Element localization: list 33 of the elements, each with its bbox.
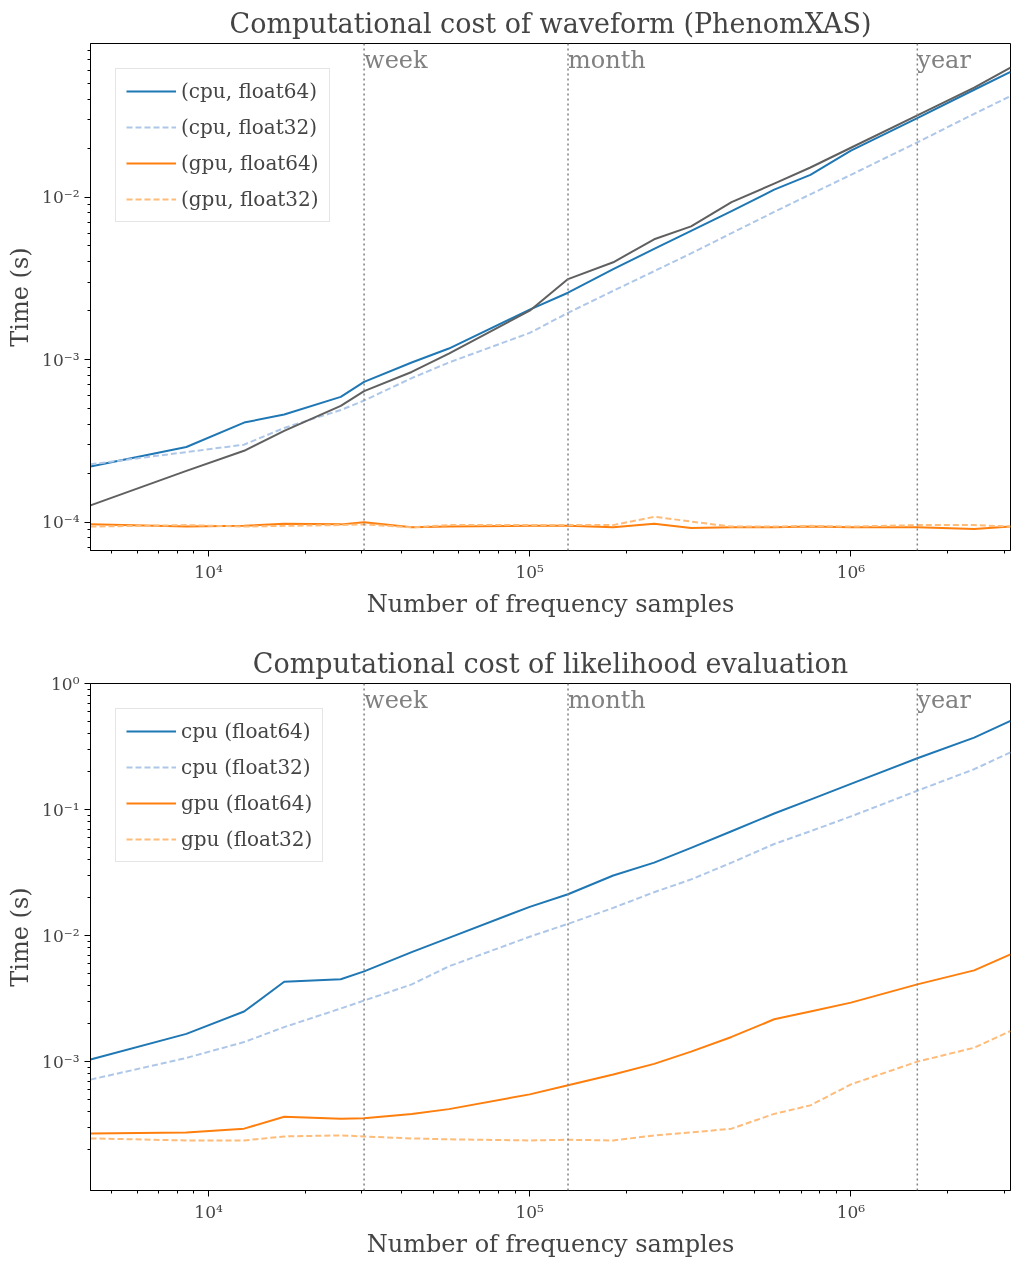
- legend-label: (gpu, float32): [181, 187, 319, 211]
- y-axis-title: Time (s): [6, 247, 35, 347]
- ref-line-label: week: [364, 685, 429, 714]
- chart-title: Computational cost of likelihood evaluation: [252, 647, 849, 679]
- x-tick-label: 10⁴: [194, 561, 223, 582]
- x-axis-title: Number of frequency samples: [366, 1229, 735, 1258]
- y-tick-label: 10⁻²: [42, 925, 80, 946]
- y-tick-label: 10⁻²: [42, 187, 80, 208]
- legend-label: cpu (float64): [181, 719, 311, 743]
- legend-label: gpu (float32): [181, 827, 313, 851]
- y-axis-title: Time (s): [6, 887, 35, 987]
- legend-label: (cpu, float32): [181, 115, 317, 139]
- chart-title: Computational cost of waveform (PhenomXAS): [229, 7, 872, 39]
- y-tick-label: 10⁻⁴: [42, 512, 80, 533]
- x-tick-label: 10⁴: [194, 1201, 223, 1222]
- x-axis-title: Number of frequency samples: [366, 589, 735, 618]
- legend-label: cpu (float32): [181, 755, 311, 779]
- ref-line-label: week: [364, 45, 429, 74]
- legend-label: gpu (float64): [181, 791, 313, 815]
- legend-label: (gpu, float64): [181, 151, 319, 175]
- ref-line-label: year: [916, 45, 972, 74]
- ref-line-label: month: [568, 685, 646, 714]
- x-tick-label: 10⁶: [836, 1201, 866, 1222]
- ref-line-label: year: [916, 685, 972, 714]
- y-tick-label: 10⁰: [51, 673, 80, 694]
- y-tick-label: 10⁻¹: [42, 799, 80, 820]
- ref-line-label: month: [568, 45, 646, 74]
- legend-label: (cpu, float64): [181, 79, 317, 103]
- y-tick-label: 10⁻³: [42, 1051, 80, 1072]
- x-tick-label: 10⁵: [515, 1201, 545, 1222]
- x-tick-label: 10⁵: [515, 561, 545, 582]
- x-tick-label: 10⁶: [836, 561, 866, 582]
- y-tick-label: 10⁻³: [42, 349, 80, 370]
